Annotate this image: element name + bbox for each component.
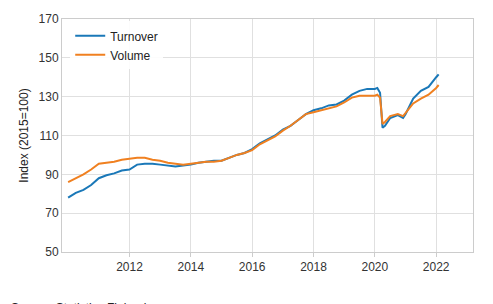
svg-text:150: 150 — [39, 51, 59, 65]
svg-text:110: 110 — [39, 129, 58, 143]
svg-text:Turnover: Turnover — [110, 30, 158, 44]
svg-text:2022: 2022 — [423, 260, 450, 274]
svg-text:2014: 2014 — [177, 260, 204, 274]
svg-text:90: 90 — [45, 168, 59, 182]
svg-text:50: 50 — [45, 245, 59, 259]
svg-text:2020: 2020 — [361, 260, 388, 274]
svg-text:130: 130 — [39, 90, 59, 104]
svg-text:70: 70 — [45, 206, 59, 220]
svg-text:2016: 2016 — [239, 260, 266, 274]
svg-text:2018: 2018 — [300, 260, 327, 274]
svg-text:170: 170 — [39, 12, 59, 26]
svg-text:Index (2015=100): Index (2015=100) — [17, 88, 31, 182]
svg-text:2012: 2012 — [116, 260, 143, 274]
svg-text:Volume: Volume — [110, 49, 150, 63]
svg-text:Source: Statistics Finland: Source: Statistics Finland — [11, 301, 146, 304]
